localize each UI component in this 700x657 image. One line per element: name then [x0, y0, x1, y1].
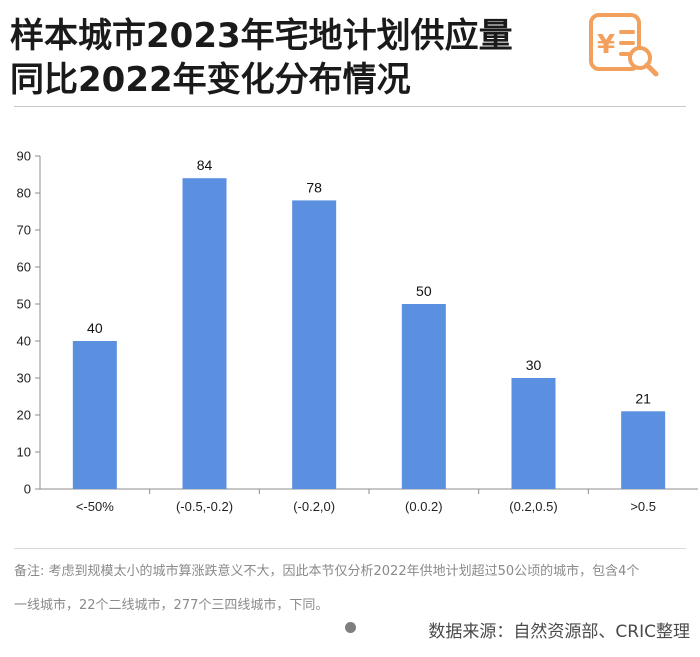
note-line-1: 备注: 考虑到规模太小的城市算涨跌意义不大，因此本节仅分析2022年供地计划超过… — [14, 564, 640, 579]
y-tick-label: 20 — [17, 408, 31, 423]
data-label: 50 — [416, 283, 432, 299]
chart-bars — [72, 178, 666, 489]
chart-title: 样本城市2023年宅地计划供应量 同比2022年变化分布情况 — [10, 14, 513, 102]
y-tick-label: 0 — [24, 482, 31, 497]
yuan-glyph: ¥ — [597, 30, 615, 60]
y-tick-label: 50 — [17, 297, 31, 312]
yuan-document-search-icon: ¥ — [589, 13, 659, 77]
x-tick-label: (-0.2,0) — [293, 499, 335, 514]
x-tick-label: <-50% — [76, 499, 114, 514]
bar — [292, 200, 337, 489]
y-tick-label: 70 — [17, 223, 31, 238]
title-line-2: 同比2022年变化分布情况 — [10, 60, 411, 100]
x-tick-label: (0.2,0.5) — [509, 499, 557, 514]
bar — [621, 411, 666, 489]
title-line-1: 样本城市2023年宅地计划供应量 — [10, 16, 513, 56]
x-tick-label: >0.5 — [630, 499, 656, 514]
chart-axes: 0 10 20 30 40 50 60 70 80 90 — [17, 149, 698, 497]
bar — [72, 341, 117, 489]
bar — [511, 378, 556, 489]
data-label: 40 — [87, 320, 103, 336]
data-source: 数据来源：自然资源部、CRIC整理 — [428, 622, 690, 642]
data-label: 30 — [526, 357, 542, 373]
bar — [401, 304, 446, 489]
data-label: 21 — [635, 390, 651, 406]
x-tick-label: (0.0.2) — [405, 499, 443, 514]
y-tick-label: 80 — [17, 186, 31, 201]
bar-chart: 0 10 20 30 40 50 60 70 80 90 40 <-50% 84 (-0.5,-0.2)… — [17, 149, 698, 514]
y-tick-label: 10 — [17, 445, 31, 460]
y-tick-label: 30 — [17, 371, 31, 386]
data-label: 84 — [197, 157, 213, 173]
header-divider — [14, 106, 686, 107]
note-line-2: 一线城市，22个二线城市，277个三四线城市，下同。 — [14, 598, 329, 613]
page-indicator-dot — [345, 622, 356, 633]
y-tick-label: 90 — [17, 149, 31, 164]
chart-labels: 40 <-50% 84 (-0.5,-0.2) 78 (-0.2,0) 50 (0.0.2) 3… — [76, 157, 656, 514]
bar — [182, 178, 227, 489]
y-tick-label: 40 — [17, 334, 31, 349]
data-label: 78 — [306, 179, 322, 195]
footer-divider — [14, 548, 686, 549]
y-tick-label: 60 — [17, 260, 31, 275]
x-tick-label: (-0.5,-0.2) — [176, 499, 233, 514]
